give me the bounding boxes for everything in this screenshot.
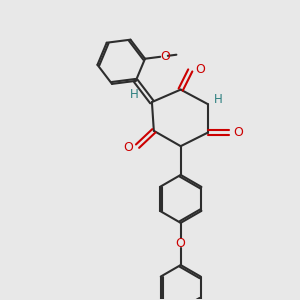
Text: O: O bbox=[176, 236, 186, 250]
Text: O: O bbox=[233, 126, 243, 139]
Text: O: O bbox=[123, 141, 133, 154]
Text: H: H bbox=[130, 88, 139, 101]
Text: H: H bbox=[214, 93, 223, 106]
Text: O: O bbox=[195, 63, 205, 76]
Text: O: O bbox=[160, 50, 170, 63]
